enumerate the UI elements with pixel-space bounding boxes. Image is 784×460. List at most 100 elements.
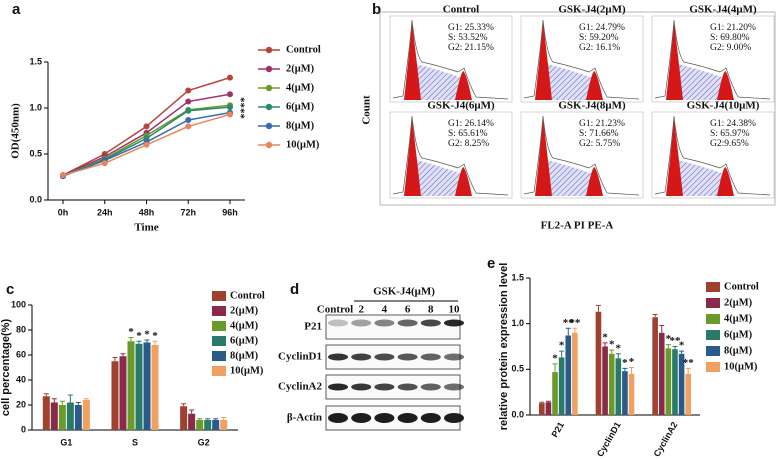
legend-marker <box>265 65 273 73</box>
significance: ** <box>683 357 695 369</box>
significance: ** <box>669 335 681 347</box>
x-axis-label: Time <box>134 222 158 234</box>
row-label: CyclinA2 <box>278 381 323 393</box>
bar <box>212 420 220 430</box>
error-bar <box>602 342 608 347</box>
lane-label: 2 <box>358 304 364 316</box>
y-tick-label: 20 <box>16 399 26 409</box>
flow-title: GSK-J4(10μM) <box>687 100 760 112</box>
significance: ** <box>563 317 575 329</box>
error-bar <box>205 418 211 420</box>
legend-label: 2(μM) <box>724 297 753 308</box>
s-phase <box>678 64 724 100</box>
bar <box>658 332 665 415</box>
legend-swatch <box>212 321 226 331</box>
flow-stat: G1: 21.23% <box>579 119 625 129</box>
error-bar <box>213 418 219 420</box>
legend-label: Control <box>286 44 321 55</box>
error-bar <box>595 304 601 312</box>
legend-swatch <box>212 336 226 346</box>
error-bar <box>221 417 227 420</box>
bar <box>74 405 82 430</box>
data-point <box>101 160 108 167</box>
lane-label: 4 <box>382 304 388 316</box>
flow-x-label: FL2-A PI PE-A <box>541 220 614 232</box>
bar <box>196 420 204 430</box>
y-tick-label: 0 <box>21 424 26 434</box>
histogram-outline <box>523 115 640 196</box>
bar <box>539 403 545 415</box>
blot-band <box>397 383 418 391</box>
significance: ** <box>569 317 581 329</box>
y-tick-label: 0.0 <box>511 409 524 419</box>
y-axis-label: relative protein expression level <box>498 263 510 431</box>
legend-swatch <box>212 351 226 361</box>
histogram-outline <box>523 19 640 100</box>
x-tick-label: 72h <box>180 207 196 217</box>
y-tick-label: 0.5 <box>511 364 524 374</box>
x-tick-label: CyclinA2 <box>652 420 680 458</box>
g1-peak <box>404 118 421 196</box>
blot-band <box>444 353 464 361</box>
bar <box>565 335 572 415</box>
flow-y-label: Count <box>361 95 373 125</box>
significance: * <box>552 352 558 364</box>
y-axis-label: OD(450nm) <box>10 103 22 159</box>
flow-plot-frame <box>520 15 644 103</box>
error-bar <box>75 402 81 405</box>
y-tick-label: 1.5 <box>511 272 524 282</box>
legend-swatch <box>212 366 226 376</box>
bar <box>572 332 578 415</box>
flow-stat: G1: 21.20% <box>710 23 756 33</box>
g2-peak <box>586 167 603 196</box>
error-bar <box>128 337 134 342</box>
error-bar <box>565 327 571 336</box>
flow-stat: G1: 24.79% <box>579 23 625 33</box>
s-phase <box>678 160 724 196</box>
error-bar <box>622 367 628 372</box>
flow-plot-frame <box>651 111 775 199</box>
error-bar <box>112 357 118 362</box>
panel-letter: d <box>290 281 299 298</box>
legend-swatch <box>212 306 226 316</box>
legend-label: 10(μM) <box>286 139 320 150</box>
x-tick-label: G1 <box>60 437 72 447</box>
error-bar <box>136 340 142 344</box>
x-tick-label: CyclinD1 <box>595 420 623 458</box>
error-bar <box>152 340 158 345</box>
bar <box>135 343 143 430</box>
legend-label: 10(μM) <box>230 365 264 376</box>
bar <box>204 420 212 430</box>
significance: * <box>616 342 622 354</box>
bar <box>66 402 74 430</box>
error-bar <box>83 398 89 400</box>
error-bar <box>652 314 658 318</box>
legend-marker <box>265 103 273 111</box>
blot-title: GSK-J4(μM) <box>373 286 435 298</box>
x-tick-label: 24h <box>97 207 113 217</box>
error-bar <box>51 398 57 403</box>
bar <box>50 402 58 430</box>
data-point <box>227 111 233 118</box>
data-point <box>143 123 150 130</box>
flow-stat: G1: 26.14% <box>448 119 494 129</box>
flow-stat: G2:9.65% <box>710 139 749 149</box>
legend-swatch <box>212 291 226 301</box>
blot-band <box>328 319 348 327</box>
g1-peak <box>404 22 421 100</box>
legend-swatch <box>706 330 720 340</box>
significance: * <box>602 331 608 343</box>
blot-band <box>328 353 348 361</box>
bar <box>622 371 628 415</box>
bar <box>545 402 552 415</box>
significance: * <box>136 330 142 342</box>
bar <box>552 372 558 415</box>
legend-label: 8(μM) <box>230 350 259 361</box>
error-bar <box>181 403 187 407</box>
y-tick-label: 1.0 <box>29 102 42 112</box>
legend-swatch <box>706 362 720 372</box>
panel-letter: c <box>6 281 14 298</box>
error-bar <box>559 350 565 358</box>
blot-band <box>351 319 372 327</box>
legend-label: 4(μM) <box>230 320 259 331</box>
